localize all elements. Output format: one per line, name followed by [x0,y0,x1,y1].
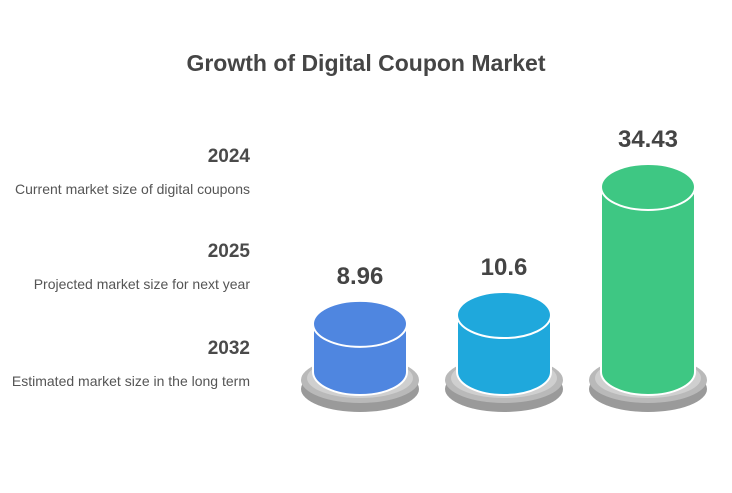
legend-year-2032: 2032 [207,338,250,359]
bar-2025: 10.6 [445,254,563,412]
bar-2032: 34.43 [589,126,707,412]
legend-year-2024: 2024 [207,146,250,167]
value-label-2024: 8.96 [337,263,384,290]
chart-title: Growth of Digital Coupon Market [186,50,546,76]
legend-desc-2024: Current market size of digital coupons [15,181,250,197]
bar-top [312,299,408,348]
bar-top [456,291,552,340]
legend-year-2025: 2025 [207,241,250,262]
bar-top [600,163,696,211]
value-label-2032: 34.43 [618,126,678,153]
value-label-2025: 10.6 [481,254,528,281]
legend-desc-2025: Projected market size for next year [33,276,250,292]
legend-desc-2032: Estimated market size in the long term [11,373,250,389]
bar-2024: 8.96 [301,263,419,412]
bar-body [600,186,696,396]
